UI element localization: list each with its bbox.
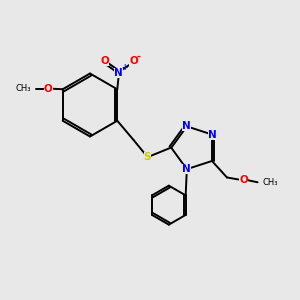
- Text: +: +: [121, 63, 127, 72]
- Text: O: O: [44, 84, 53, 94]
- Text: N: N: [208, 130, 216, 140]
- Text: N: N: [182, 164, 191, 174]
- Text: N: N: [182, 122, 191, 131]
- Text: O: O: [100, 56, 109, 66]
- Text: O: O: [239, 175, 248, 185]
- Text: O: O: [129, 56, 138, 66]
- Text: N: N: [114, 68, 123, 78]
- Text: S: S: [143, 152, 151, 162]
- Text: CH₃: CH₃: [262, 178, 278, 188]
- Text: CH₃: CH₃: [15, 84, 31, 93]
- Text: -: -: [136, 52, 141, 62]
